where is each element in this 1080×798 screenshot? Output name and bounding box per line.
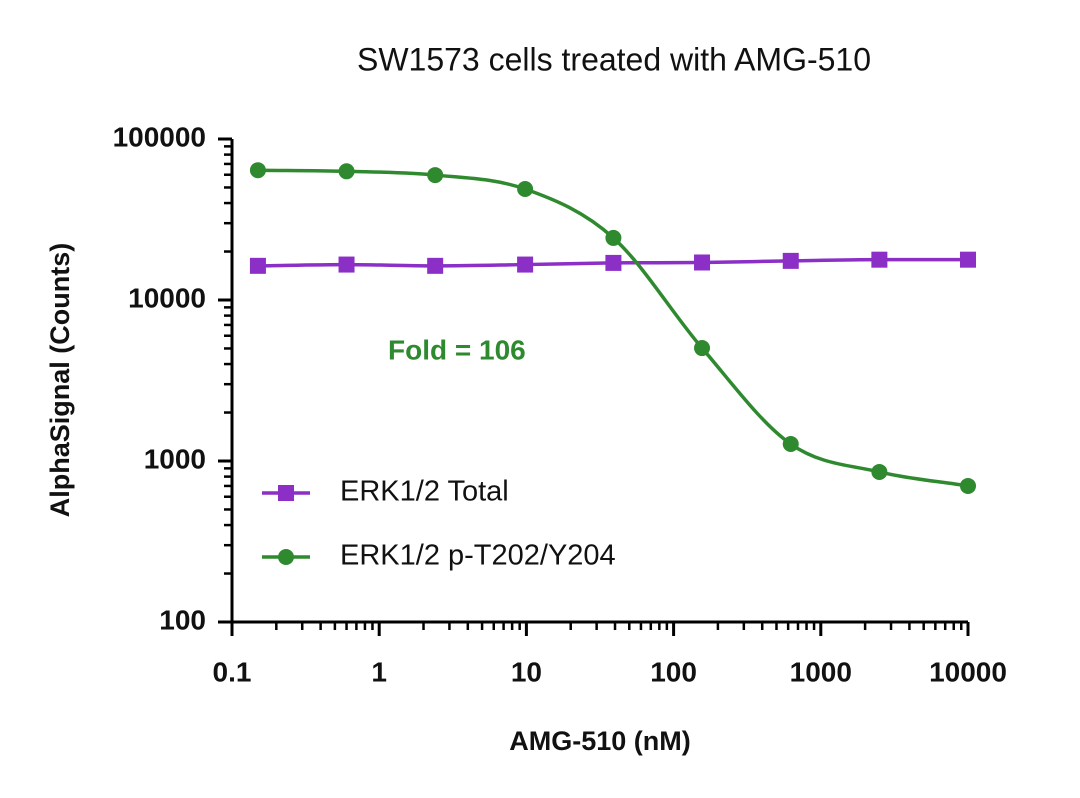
x-tick-label: 10 <box>511 656 542 687</box>
marker <box>871 251 888 268</box>
y-tick-label: 1000 <box>144 443 206 474</box>
y-tick-label: 100 <box>159 604 206 635</box>
marker <box>427 167 444 184</box>
marker <box>782 252 799 269</box>
marker <box>249 162 266 179</box>
y-tick-label: 100000 <box>113 121 206 152</box>
legend-label: ERK1/2 Total <box>340 476 509 508</box>
legend-marker <box>278 549 294 565</box>
marker <box>517 181 534 198</box>
x-tick-label: 100 <box>650 656 697 687</box>
x-tick-label: 1 <box>371 656 387 687</box>
marker <box>605 229 622 246</box>
marker <box>249 257 266 274</box>
x-tick-label: 1000 <box>790 656 852 687</box>
series-line <box>257 168 969 488</box>
marker <box>605 254 622 271</box>
marker <box>517 256 534 273</box>
y-axis-label: AlphaSignal (Counts) <box>45 243 75 517</box>
marker <box>338 163 355 180</box>
y-tick-label: 10000 <box>128 282 206 313</box>
marker <box>960 251 976 268</box>
marker <box>694 340 711 357</box>
x-axis-label: AMG-510 (nM) <box>509 726 691 756</box>
legend-label: ERK1/2 p-T202/Y204 <box>340 540 616 572</box>
marker <box>871 463 888 480</box>
marker <box>782 436 799 453</box>
marker <box>960 477 976 494</box>
x-tick-label: 0.1 <box>213 656 252 687</box>
marker <box>427 257 444 274</box>
chart-title: SW1573 cells treated with AMG-510 <box>357 41 871 77</box>
x-tick-label: 10000 <box>929 656 1007 687</box>
legend-marker <box>278 485 294 501</box>
annotation: Fold = 106 <box>388 334 526 365</box>
marker <box>694 254 711 271</box>
marker <box>338 256 355 273</box>
